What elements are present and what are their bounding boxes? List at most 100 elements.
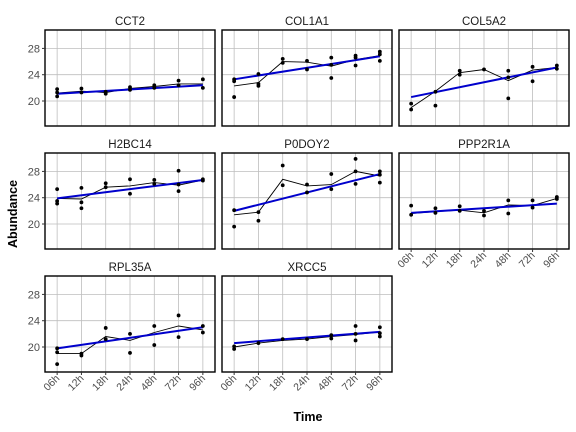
x-tick-label: 18h <box>267 373 288 394</box>
panel-ppp2r1a: PPP2R1A 06h 12h 18h 24h 48h 72h 96h <box>395 139 570 271</box>
data-point <box>103 337 108 342</box>
x-tick-label: 06h <box>218 373 239 394</box>
panel-border <box>44 29 216 127</box>
panel-border <box>44 152 216 250</box>
panel-xrcc5: XRCC5 06h 12h 18h 24h 48h 72h 96h <box>218 262 393 394</box>
data-point <box>79 90 84 95</box>
data-point <box>377 331 382 336</box>
panel-col5a2: COL5A2 <box>398 16 570 127</box>
panel-rpl35a: RPL35A 20 24 28 06h 12h 18h 24h 48h 72h 96h <box>28 262 216 394</box>
data-point <box>128 191 132 196</box>
data-point <box>280 60 285 65</box>
data-point <box>232 224 237 229</box>
x-tick-label: 24h <box>468 250 489 271</box>
data-point <box>482 208 486 213</box>
panel-plot-area <box>232 49 382 99</box>
data-point <box>176 83 181 88</box>
x-tick-label: 12h <box>420 250 441 271</box>
data-point <box>457 204 462 209</box>
data-point <box>329 187 334 192</box>
data-point <box>506 211 511 216</box>
y-axis-title: Abundance <box>6 180 20 248</box>
data-point <box>152 182 157 186</box>
data-point <box>457 68 462 73</box>
data-point <box>433 89 438 94</box>
data-point <box>232 79 237 84</box>
data-point <box>176 189 181 194</box>
data-point <box>55 87 60 92</box>
facet-panels: CCT2 20 24 28 COL1A1 COL5A2 H2BC14 20 24 28 P0DOY2… <box>28 16 570 394</box>
data-point <box>256 82 261 86</box>
panel-title: RPL35A <box>109 262 152 274</box>
data-point <box>377 334 382 339</box>
panel-p0doy2: P0DOY2 <box>221 139 393 250</box>
x-tick-label: 24h <box>291 373 312 394</box>
data-point <box>353 338 358 343</box>
x-tick-label: 96h <box>364 373 385 394</box>
data-point <box>232 344 237 349</box>
panel-title: XRCC5 <box>288 262 327 274</box>
data-point <box>256 210 261 215</box>
data-point <box>554 63 559 68</box>
panel-plot-area <box>409 195 559 218</box>
data-point <box>280 183 285 188</box>
data-point <box>329 62 334 67</box>
data-point <box>433 206 438 211</box>
x-tick-label: 48h <box>139 373 160 394</box>
y-tick-label: 24 <box>28 316 40 328</box>
data-point <box>256 218 261 223</box>
data-point <box>280 163 285 168</box>
data-point <box>176 335 181 340</box>
data-point <box>305 67 309 72</box>
data-point <box>55 94 60 99</box>
panel-title: CCT2 <box>115 16 145 28</box>
data-point <box>305 337 309 342</box>
data-point <box>433 103 438 108</box>
data-point <box>256 341 261 345</box>
x-tick-label: 18h <box>90 373 111 394</box>
data-point <box>305 190 309 195</box>
data-point <box>55 187 60 192</box>
data-point <box>329 333 334 338</box>
panel-border <box>221 152 393 250</box>
data-point <box>377 172 382 177</box>
panel-plot-area <box>55 168 205 211</box>
data-point <box>152 85 157 90</box>
data-point <box>103 91 108 96</box>
data-point <box>128 87 132 92</box>
data-point <box>554 66 559 71</box>
panel-title: COL5A2 <box>462 16 506 28</box>
y-tick-label: 24 <box>28 193 40 205</box>
data-point <box>554 197 559 201</box>
y-tick-label: 20 <box>28 219 40 231</box>
data-point <box>506 96 511 101</box>
x-tick-label: 24h <box>114 373 135 394</box>
data-point <box>530 64 535 69</box>
x-tick-label: 72h <box>163 373 184 394</box>
data-point <box>176 182 181 187</box>
data-point <box>433 210 438 215</box>
trend-line <box>56 326 204 350</box>
panel-plot-area <box>232 157 382 229</box>
data-point <box>55 350 60 355</box>
data-point <box>55 201 60 206</box>
data-point <box>128 351 132 355</box>
data-point <box>377 169 382 174</box>
data-point <box>506 68 511 73</box>
data-point <box>457 208 462 213</box>
data-point <box>530 198 535 203</box>
panel-plot-area <box>232 324 382 351</box>
data-point <box>128 85 132 90</box>
panel-h2bc14: H2BC14 20 24 28 <box>28 139 216 250</box>
panel-title: COL1A1 <box>285 16 329 28</box>
panel-border <box>398 29 570 127</box>
data-point <box>79 200 84 205</box>
data-point <box>55 90 60 95</box>
data-point <box>55 362 60 367</box>
y-tick-label: 24 <box>28 70 40 82</box>
data-point <box>176 168 181 173</box>
data-point <box>377 49 382 54</box>
data-point <box>200 77 205 82</box>
x-tick-label: 48h <box>493 250 514 271</box>
data-point <box>329 76 334 80</box>
